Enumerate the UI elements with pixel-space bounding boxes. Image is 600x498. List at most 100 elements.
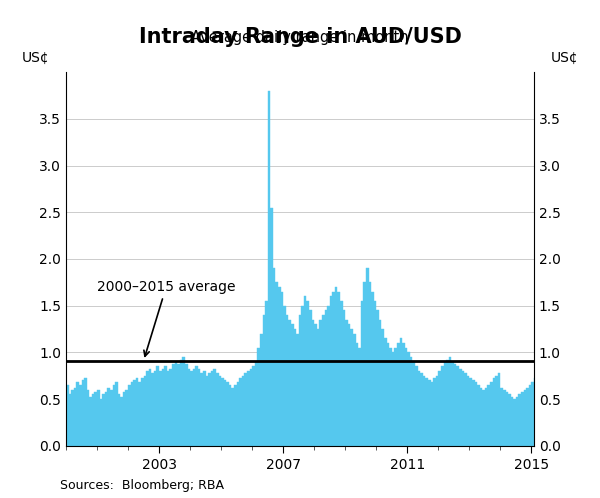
Bar <box>379 320 382 446</box>
Bar <box>394 348 397 446</box>
Bar <box>536 373 539 446</box>
Bar <box>475 382 477 446</box>
Bar <box>107 388 110 446</box>
Bar <box>418 371 420 446</box>
Bar <box>511 397 514 446</box>
Bar <box>472 380 475 446</box>
Bar <box>364 282 366 446</box>
Bar <box>270 208 273 446</box>
Bar <box>340 301 343 446</box>
Bar <box>532 382 534 446</box>
Bar <box>97 389 100 446</box>
Bar <box>516 397 518 446</box>
Bar <box>539 369 542 446</box>
Bar <box>84 378 86 446</box>
Bar <box>415 367 418 446</box>
Bar <box>159 371 161 446</box>
Bar <box>125 389 128 446</box>
Bar <box>327 306 330 446</box>
Bar <box>311 320 314 446</box>
Bar <box>92 394 94 446</box>
Bar <box>164 367 167 446</box>
Bar <box>139 382 141 446</box>
Bar <box>141 378 143 446</box>
Bar <box>190 371 193 446</box>
Bar <box>244 373 247 446</box>
Bar <box>443 362 446 446</box>
Bar <box>374 301 376 446</box>
Bar <box>431 382 433 446</box>
Bar <box>211 371 214 446</box>
Bar <box>451 362 454 446</box>
Bar <box>335 287 337 446</box>
Bar <box>446 360 449 446</box>
Bar <box>216 373 218 446</box>
Bar <box>275 282 278 446</box>
Bar <box>436 375 439 446</box>
Bar <box>110 389 113 446</box>
Bar <box>242 375 244 446</box>
Bar <box>402 343 405 446</box>
Bar <box>405 348 407 446</box>
Bar <box>400 338 402 446</box>
Bar <box>521 391 524 446</box>
Bar <box>161 369 164 446</box>
Bar <box>480 388 482 446</box>
Bar <box>118 394 120 446</box>
Bar <box>206 375 208 446</box>
Text: Sources:  Bloomberg; RBA: Sources: Bloomberg; RBA <box>60 479 224 492</box>
Bar <box>252 367 255 446</box>
Text: US¢: US¢ <box>22 51 49 65</box>
Bar <box>469 378 472 446</box>
Bar <box>420 373 423 446</box>
Bar <box>100 399 102 446</box>
Bar <box>289 320 291 446</box>
Bar <box>459 369 461 446</box>
Bar <box>203 371 206 446</box>
Bar <box>529 385 532 446</box>
Bar <box>86 389 89 446</box>
Bar <box>330 296 332 446</box>
Bar <box>449 357 451 446</box>
Bar <box>146 371 149 446</box>
Bar <box>500 388 503 446</box>
Bar <box>226 382 229 446</box>
Bar <box>317 329 319 446</box>
Bar <box>412 362 415 446</box>
Bar <box>105 391 107 446</box>
Text: 2000–2015 average: 2000–2015 average <box>97 279 236 356</box>
Bar <box>506 391 508 446</box>
Bar <box>255 362 257 446</box>
Bar <box>180 360 182 446</box>
Bar <box>307 301 309 446</box>
Bar <box>177 364 180 446</box>
Bar <box>356 343 358 446</box>
Bar <box>441 367 443 446</box>
Bar <box>89 397 92 446</box>
Bar <box>102 394 105 446</box>
Text: US¢: US¢ <box>551 51 578 65</box>
Bar <box>247 371 250 446</box>
Bar <box>172 364 175 446</box>
Bar <box>74 388 76 446</box>
Bar <box>218 375 221 446</box>
Bar <box>283 306 286 446</box>
Bar <box>76 382 79 446</box>
Bar <box>493 378 495 446</box>
Bar <box>368 282 371 446</box>
Bar <box>384 338 386 446</box>
Bar <box>154 371 157 446</box>
Bar <box>224 380 226 446</box>
Bar <box>343 310 345 446</box>
Bar <box>366 268 368 446</box>
Bar <box>461 371 464 446</box>
Bar <box>133 380 136 446</box>
Text: Intraday Range in AUD/USD: Intraday Range in AUD/USD <box>139 27 461 47</box>
Bar <box>358 348 361 446</box>
Bar <box>454 364 457 446</box>
Bar <box>260 334 263 446</box>
Bar <box>157 367 159 446</box>
Bar <box>68 394 71 446</box>
Bar <box>273 268 275 446</box>
Bar <box>195 367 198 446</box>
